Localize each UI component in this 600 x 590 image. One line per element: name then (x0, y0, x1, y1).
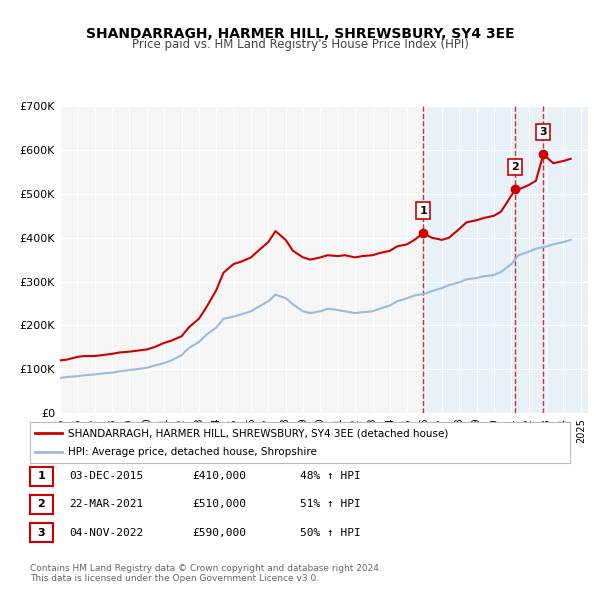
Text: 1: 1 (38, 471, 45, 481)
Text: 04-NOV-2022: 04-NOV-2022 (69, 528, 143, 537)
Text: £510,000: £510,000 (192, 500, 246, 509)
Text: 3: 3 (38, 528, 45, 537)
Text: Contains HM Land Registry data © Crown copyright and database right 2024.
This d: Contains HM Land Registry data © Crown c… (30, 563, 382, 583)
Text: 48% ↑ HPI: 48% ↑ HPI (300, 471, 361, 481)
Text: 1: 1 (419, 206, 427, 216)
Text: £590,000: £590,000 (192, 528, 246, 537)
Text: 50% ↑ HPI: 50% ↑ HPI (300, 528, 361, 537)
Bar (544, 106, 588, 413)
Text: SHANDARRAGH, HARMER HILL, SHREWSBURY, SY4 3EE (detached house): SHANDARRAGH, HARMER HILL, SHREWSBURY, SY… (68, 428, 448, 438)
Text: SHANDARRAGH, HARMER HILL, SHREWSBURY, SY4 3EE: SHANDARRAGH, HARMER HILL, SHREWSBURY, SY… (86, 27, 514, 41)
Text: 2: 2 (511, 162, 519, 172)
Text: HPI: Average price, detached house, Shropshire: HPI: Average price, detached house, Shro… (68, 447, 317, 457)
Text: 2: 2 (38, 500, 45, 509)
Text: Price paid vs. HM Land Registry's House Price Index (HPI): Price paid vs. HM Land Registry's House … (131, 38, 469, 51)
Text: £410,000: £410,000 (192, 471, 246, 481)
Text: 3: 3 (539, 127, 547, 137)
Text: 22-MAR-2021: 22-MAR-2021 (69, 500, 143, 509)
Text: 03-DEC-2015: 03-DEC-2015 (69, 471, 143, 481)
Text: 51% ↑ HPI: 51% ↑ HPI (300, 500, 361, 509)
Bar (423, 106, 588, 413)
